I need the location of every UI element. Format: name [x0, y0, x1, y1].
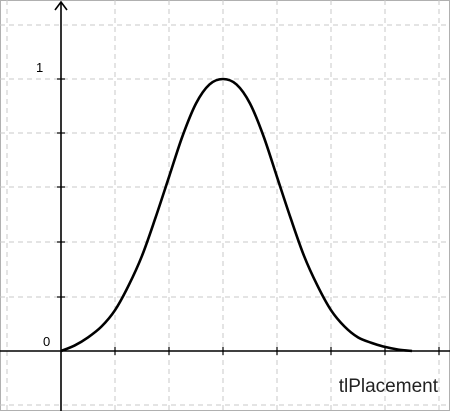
ticks — [57, 78, 440, 355]
x-axis-label: tlPlacement — [339, 376, 439, 397]
y-tick-label-1: 1 — [36, 60, 43, 75]
series-line — [60, 77, 413, 353]
y-tick-label-0: 0 — [43, 334, 50, 349]
y-axis-arrow-icon — [54, 0, 68, 11]
